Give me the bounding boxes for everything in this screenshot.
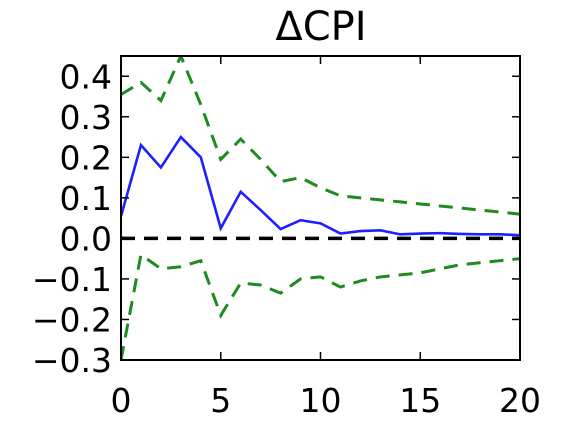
x-tick-label: 10 bbox=[300, 381, 342, 420]
y-tick-label: −0.3 bbox=[32, 341, 112, 380]
upper-band-line bbox=[121, 56, 520, 216]
x-tick-label: 20 bbox=[499, 381, 541, 420]
x-tick-label: 5 bbox=[210, 381, 231, 420]
chart-title: ΔCPI bbox=[275, 4, 366, 50]
impulse-response-line bbox=[121, 135, 520, 237]
x-tick-label: 0 bbox=[111, 381, 132, 420]
y-tick-label: 0.1 bbox=[60, 179, 112, 218]
y-tick-label: 0.2 bbox=[60, 138, 112, 177]
plot-frame bbox=[120, 55, 521, 361]
y-tick-label: 0.0 bbox=[60, 219, 112, 258]
y-tick-label: 0.3 bbox=[60, 98, 112, 137]
y-tick-label: 0.4 bbox=[60, 57, 112, 96]
y-tick-label: −0.1 bbox=[32, 260, 112, 299]
x-tick-label: 15 bbox=[399, 381, 441, 420]
y-tick-label: −0.2 bbox=[32, 300, 112, 339]
lower-band-line bbox=[121, 252, 520, 360]
